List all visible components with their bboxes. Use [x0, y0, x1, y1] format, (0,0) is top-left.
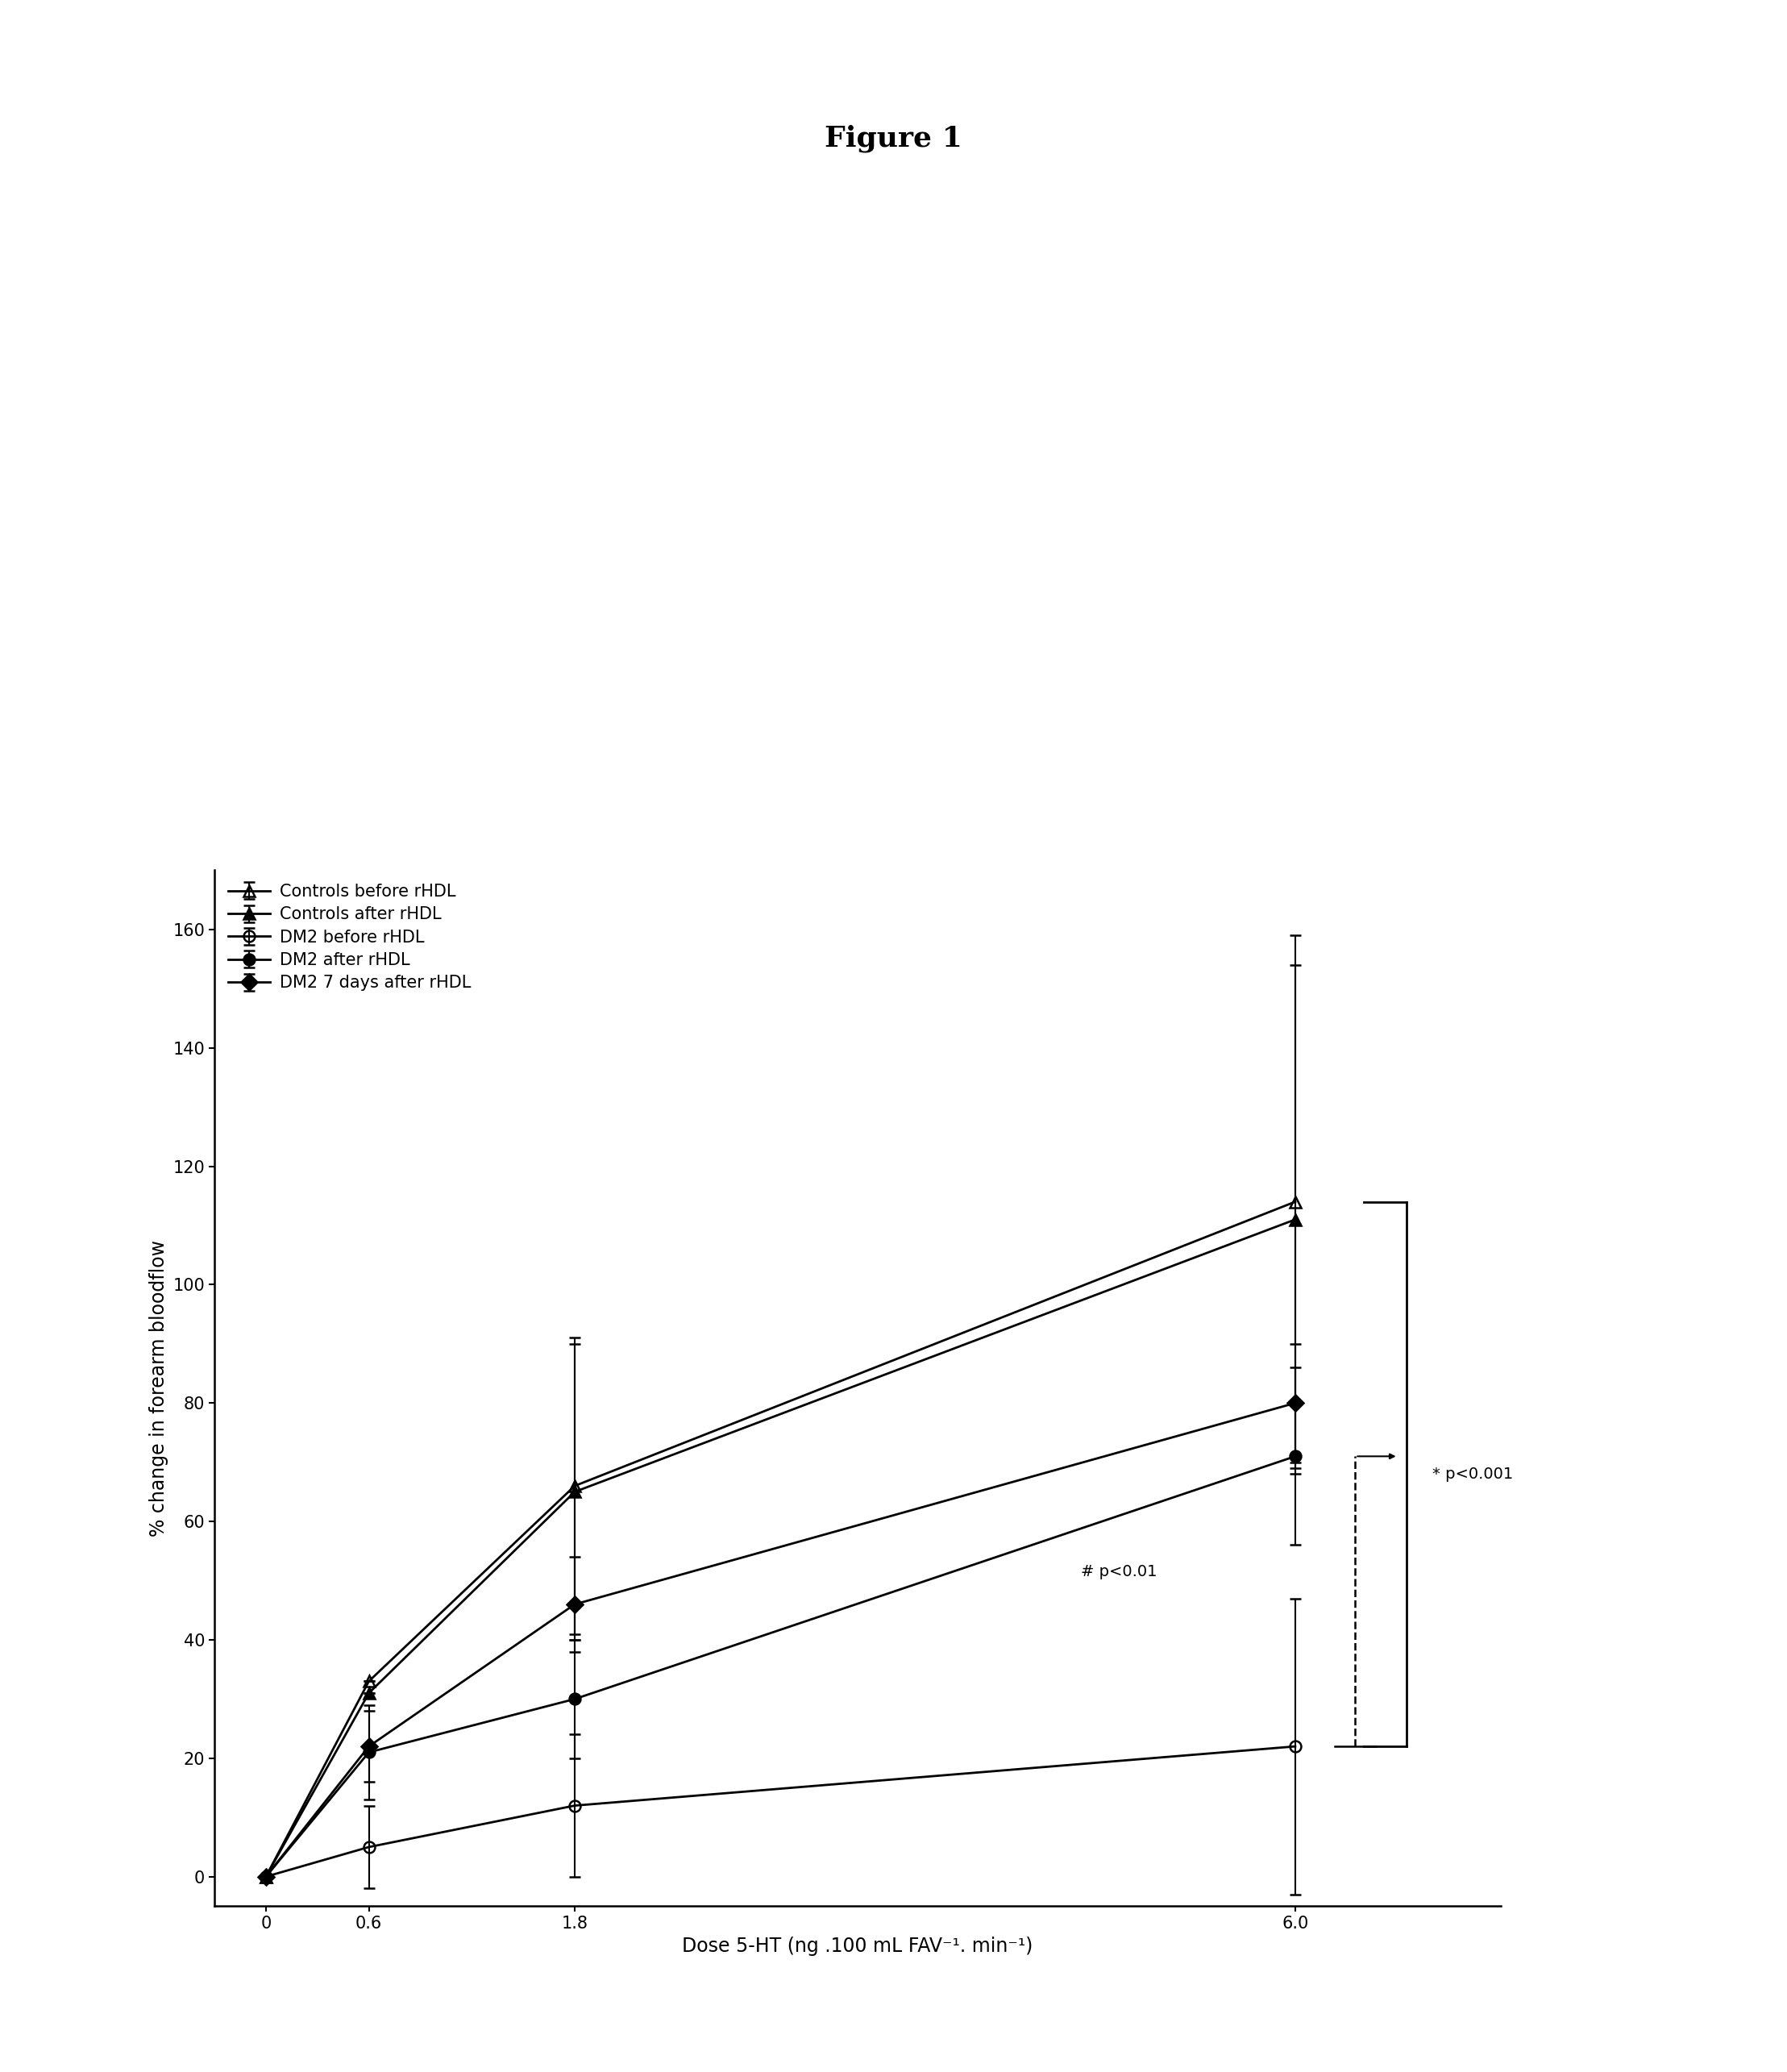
Y-axis label: % change in forearm bloodflow: % change in forearm bloodflow [148, 1239, 168, 1537]
Legend: Controls before rHDL, Controls after rHDL, DM2 before rHDL, DM2 after rHDL, DM2 : Controls before rHDL, Controls after rHD… [223, 879, 477, 997]
X-axis label: Dose 5-HT (ng .100 mL FAV⁻¹. min⁻¹): Dose 5-HT (ng .100 mL FAV⁻¹. min⁻¹) [683, 1937, 1033, 1956]
Text: Figure 1: Figure 1 [824, 124, 963, 151]
Text: * p<0.001: * p<0.001 [1433, 1467, 1514, 1481]
Text: # p<0.01: # p<0.01 [1081, 1564, 1156, 1579]
